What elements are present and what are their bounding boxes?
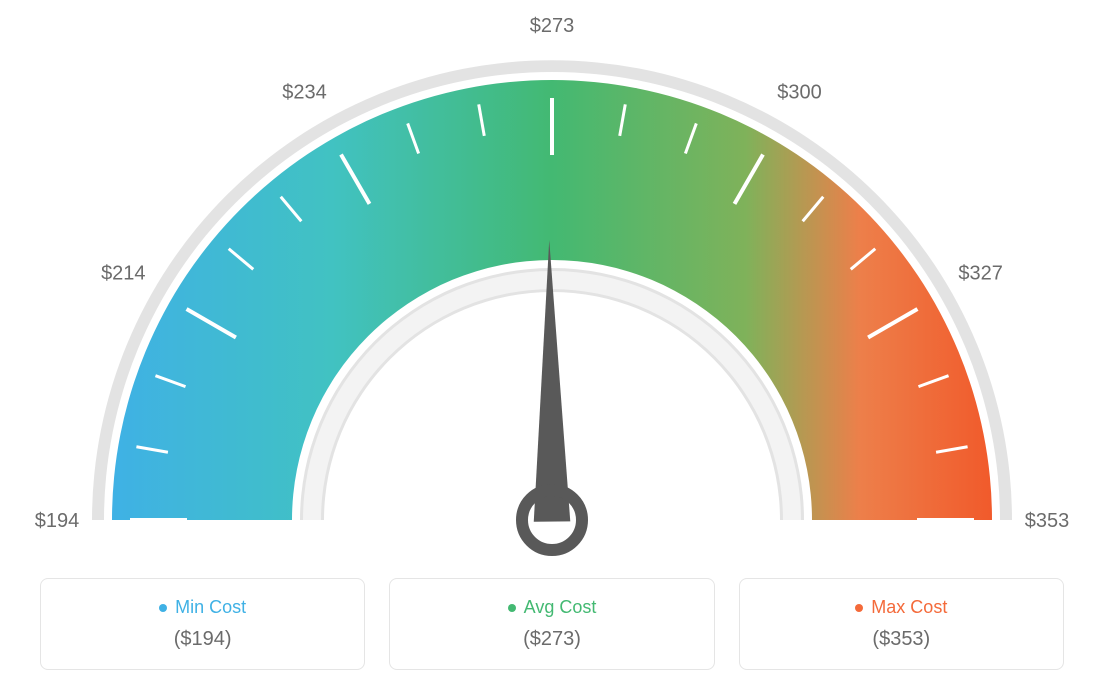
tick-label: $273 bbox=[530, 15, 575, 37]
gauge-chart: $194 $214 $234 $273 $300 $327 $353 bbox=[0, 0, 1104, 560]
legend-title-avg: Avg Cost bbox=[508, 597, 597, 618]
legend-row: Min Cost ($194) Avg Cost ($273) Max Cost… bbox=[40, 578, 1064, 670]
legend-value-max: ($353) bbox=[752, 628, 1051, 651]
legend-value-avg: ($273) bbox=[402, 628, 701, 651]
tick-label: $234 bbox=[282, 81, 327, 103]
tick-label: $194 bbox=[35, 510, 80, 532]
legend-card-avg: Avg Cost ($273) bbox=[389, 578, 714, 670]
legend-title-min: Min Cost bbox=[159, 597, 246, 618]
legend-card-max: Max Cost ($353) bbox=[739, 578, 1064, 670]
legend-title-max: Max Cost bbox=[855, 597, 947, 618]
tick-label: $353 bbox=[1025, 510, 1070, 532]
gauge-svg: $194 $214 $234 $273 $300 $327 $353 bbox=[0, 0, 1104, 560]
tick-label: $214 bbox=[101, 263, 146, 285]
legend-card-min: Min Cost ($194) bbox=[40, 578, 365, 670]
legend-value-min: ($194) bbox=[53, 628, 352, 651]
tick-label: $300 bbox=[777, 81, 822, 103]
tick-label: $327 bbox=[958, 263, 1003, 285]
